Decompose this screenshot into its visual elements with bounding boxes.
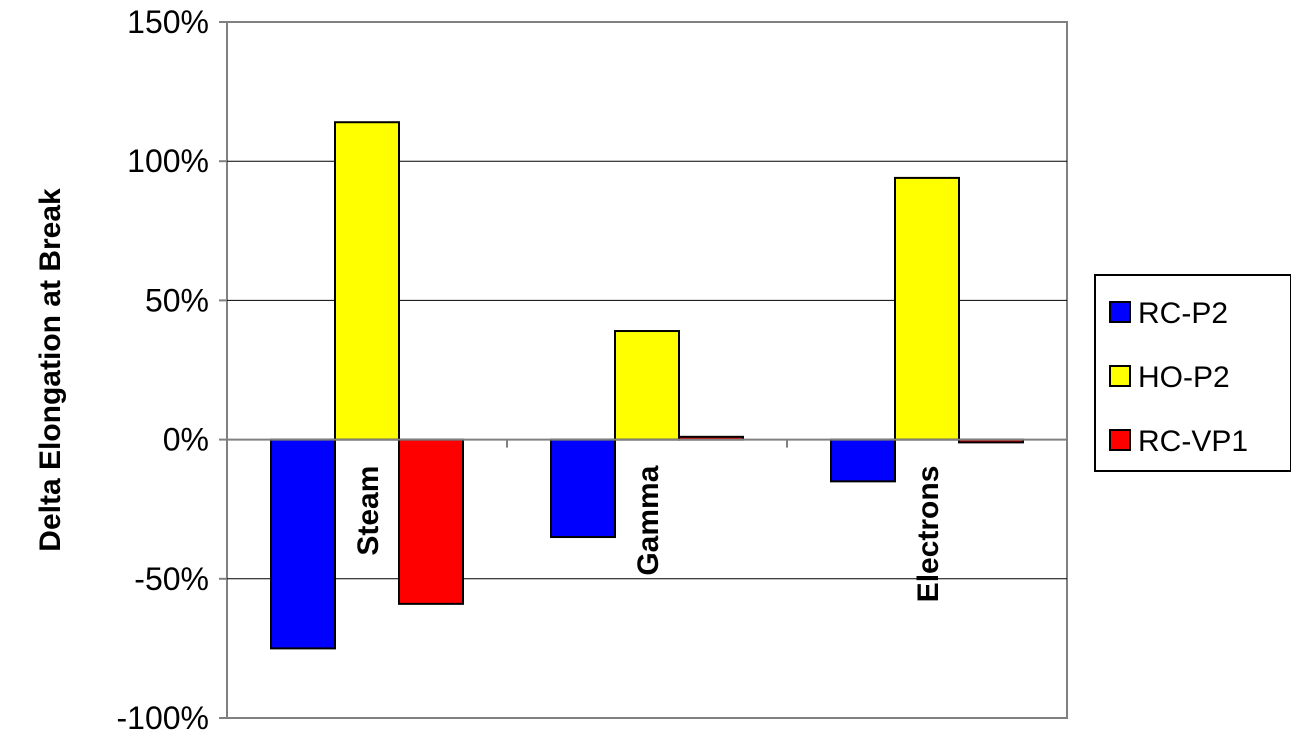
bar-ho-p2-gamma [614,330,680,441]
category-axis [226,438,1068,448]
legend-swatch-rc-vp1 [1109,429,1131,451]
y-tick-label: 100% [127,143,209,179]
bars [270,121,1024,650]
bar-rc-p2-steam [270,438,336,650]
legend-label-rc-p2: RC-P2 [1138,297,1228,330]
legend: RC-P2 HO-P2 RC-VP1 [1094,274,1291,472]
legend-swatch-rc-p2 [1109,301,1131,323]
legend-swatch-ho-p2 [1109,365,1131,387]
legend-label-ho-p2: HO-P2 [1138,361,1230,394]
bar-ho-p2-steam [334,121,400,441]
y-axis-title: Delta Elongation at Break [34,188,67,552]
bar-ho-p2-electrons [894,176,960,441]
y-tick-labels: -100% -50% 0% 50% 100% 150% [117,4,210,736]
bar-rc-vp1-steam [398,438,464,605]
y-tick-label: 150% [127,4,209,40]
y-tick-label: 0% [163,422,209,458]
category-labels: Steam Gamma Electrons [352,465,945,602]
category-label-gamma: Gamma [632,465,665,575]
y-tick-label: -100% [117,700,210,736]
y-tick-label: -50% [134,561,209,597]
bar-rc-p2-electrons [830,438,896,483]
legend-label-rc-vp1: RC-VP1 [1138,425,1248,458]
category-label-steam: Steam [352,466,385,556]
y-tick-label: 50% [145,282,209,318]
bar-rc-p2-gamma [550,438,616,539]
category-label-electrons: Electrons [912,466,945,603]
